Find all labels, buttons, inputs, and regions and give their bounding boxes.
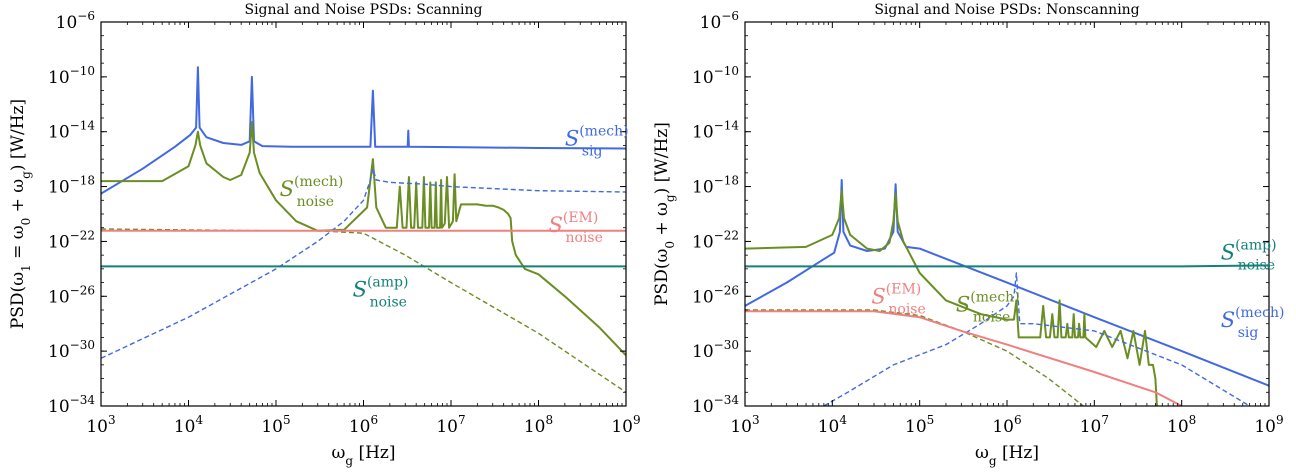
x-axis-label: ωg [Hz] — [975, 443, 1039, 468]
y-tick-label: 10−18 — [48, 174, 95, 198]
y-tick-label: 10−14 — [692, 119, 739, 143]
series-annotation-noise: S(EM) noise — [871, 281, 925, 317]
y-tick-label: 10−34 — [48, 393, 95, 417]
series-line-dashed-3 — [101, 228, 626, 393]
y-tick-label: 10−26 — [692, 283, 739, 307]
y-tick-label: 10−10 — [692, 64, 739, 88]
y-axis-label: PSD(ω1 = ω0 + ωg) [W/Hz] — [8, 99, 33, 329]
x-tick-label: 105 — [261, 413, 290, 437]
plot-frame — [100, 21, 627, 407]
x-tick-label: 103 — [730, 413, 759, 437]
y-tick-label: 10−30 — [48, 338, 95, 362]
y-tick-label: 10−22 — [48, 228, 95, 252]
series-annotation-sig: S(mech) sig — [1221, 305, 1285, 341]
series-line-snoisemech — [745, 189, 1158, 406]
x-axis-label: ωg [Hz] — [331, 443, 395, 468]
series-annotation-noise: S(amp) noise — [353, 274, 409, 310]
y-tick-label: 10−22 — [692, 228, 739, 252]
series-group — [101, 66, 626, 393]
x-tick-label: 103 — [86, 413, 115, 437]
x-tick-label: 106 — [349, 413, 378, 437]
series-line-ssigmech — [745, 179, 1269, 387]
y-tick-label: 10−18 — [692, 174, 739, 198]
x-tick-label: 106 — [992, 413, 1021, 437]
x-tick-label: 107 — [1080, 413, 1109, 437]
x-tick-label: 104 — [174, 413, 204, 437]
series-annotation-noise: S(amp) noise — [1221, 237, 1277, 273]
series-line-dashed-2 — [823, 272, 1250, 406]
series-annotation-noise: S(mech) noise — [280, 174, 344, 210]
plot-frame — [744, 21, 1270, 407]
series-group — [745, 179, 1269, 406]
y-tick-label: 10−10 — [48, 64, 95, 88]
series-annotation-sig: S(mech) sig — [565, 123, 629, 159]
x-tick-label: 109 — [611, 413, 640, 437]
x-tick-label: 107 — [436, 413, 465, 437]
y-tick-label: 10−26 — [48, 283, 95, 307]
series-annotation-noise: S(mech) noise — [956, 289, 1020, 325]
series-annotation-noise: S(EM) noise — [548, 210, 602, 246]
series-line-snoisemech — [101, 121, 626, 356]
chart-title: Signal and Noise PSDs: Nonscanning — [874, 2, 1139, 18]
y-tick-label: 10−30 — [692, 338, 739, 362]
x-tick-label: 104 — [818, 413, 848, 437]
y-tick-label: 10−34 — [692, 393, 739, 417]
series-line-snoiseem — [745, 310, 1183, 406]
chart-panel-2: Signal and Noise PSDs: Nonscanning 103 104… — [652, 2, 1284, 468]
y-tick-label: 10−6 — [700, 9, 739, 33]
y-tick-label: 10−6 — [56, 9, 95, 33]
y-tick-label: 10−14 — [48, 119, 95, 143]
x-tick-label: 105 — [905, 413, 934, 437]
series-line-dashed-2 — [101, 168, 626, 359]
chart-title: Signal and Noise PSDs: Scanning — [244, 2, 482, 18]
series-line-ssigmech — [101, 66, 626, 195]
x-tick-label: 108 — [1167, 413, 1196, 437]
series-line-snoiseamp — [745, 264, 1269, 268]
x-tick-label: 109 — [1254, 413, 1283, 437]
y-axis-label: PSD(ω0 + ωg) [W/Hz] — [652, 122, 677, 306]
chart-panel-1: Signal and Noise PSDs: Scanning 103 104 105… — [8, 2, 641, 468]
x-tick-label: 108 — [524, 413, 553, 437]
